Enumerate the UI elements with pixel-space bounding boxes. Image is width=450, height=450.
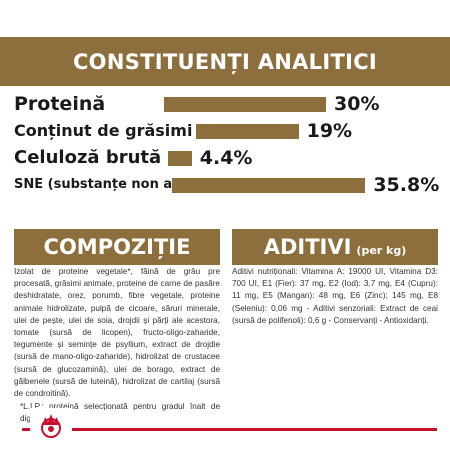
analysis-row-fat: Conținut de grăsimi 19%: [14, 119, 434, 143]
additives-text-block: Aditivi nutriționali: Vitamina A: 19000 …: [232, 266, 438, 327]
analysis-row-protein: Proteină 30%: [14, 92, 434, 116]
analysis-label: Conținut de grăsimi: [14, 121, 193, 140]
analysis-value: 4.4%: [199, 147, 253, 169]
analytical-constituents-banner: CONSTITUENȚI ANALITICI: [0, 37, 450, 86]
analysis-label: Celuloză brută: [14, 147, 162, 168]
analysis-row-nfe: SNE (substanțe non azotate) 35.8%: [14, 173, 439, 197]
analysis-bar: [168, 151, 192, 166]
composition-text: Izolat de proteine vegetale*, făină de g…: [14, 267, 220, 399]
analysis-label: SNE (substanțe non azotate): [14, 177, 225, 192]
brand-divider: [22, 428, 437, 431]
analysis-value: 30%: [334, 93, 380, 115]
composition-header: COMPOZIȚIE: [14, 229, 220, 265]
analysis-value: 19%: [306, 120, 353, 142]
additives-title: ADITIVI: [263, 235, 352, 259]
analysis-row-fibre: Celuloză brută 4.4%: [14, 146, 434, 170]
analysis-bar: [172, 178, 366, 193]
analysis-label: Proteină: [14, 93, 106, 115]
analysis-bar: [196, 124, 299, 139]
additives-unit: (per kg): [356, 243, 407, 257]
analysis-value: 35.8%: [373, 174, 440, 196]
analysis-bar: [164, 97, 326, 112]
page-title: CONSTITUENȚI ANALITICI: [72, 49, 378, 74]
additives-header: ADITIVI (per kg): [232, 229, 438, 265]
royal-canin-crown-icon: [30, 408, 72, 438]
additives-text: Aditivi nutriționali: Vitamina A: 19000 …: [232, 267, 438, 325]
composition-text-block: Izolat de proteine vegetale*, făină de g…: [14, 266, 220, 426]
composition-title: COMPOZIȚIE: [43, 235, 191, 259]
